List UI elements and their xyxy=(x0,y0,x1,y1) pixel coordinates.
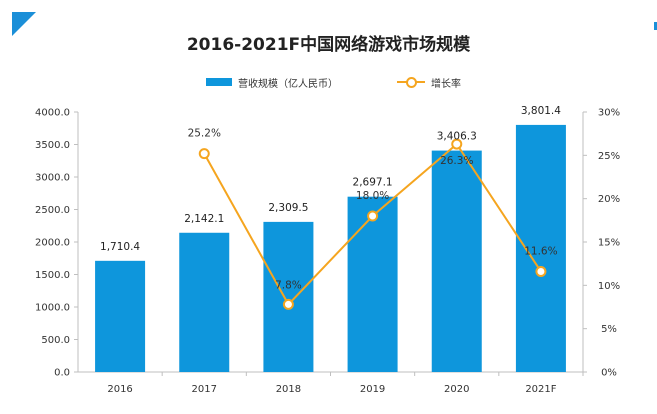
y-right-tick-label: 0% xyxy=(601,368,617,379)
y-left-tick-label: 2500.0 xyxy=(35,205,70,216)
x-tick-label: 2018 xyxy=(276,384,301,395)
growth-value-label: 11.6% xyxy=(524,245,557,257)
bar-value-label: 2,309.5 xyxy=(268,202,308,214)
legend-label-revenue: 营收规模（亿人民币） xyxy=(238,78,338,90)
bar-value-label: 3,801.4 xyxy=(521,105,561,117)
bar-2020 xyxy=(431,150,482,372)
bar-value-label: 3,406.3 xyxy=(437,131,477,143)
legend-item-revenue: 营收规模（亿人民币） xyxy=(206,75,338,90)
y-left-tick-label: 2000.0 xyxy=(35,238,70,249)
legend-item-growth: 增长率 xyxy=(397,75,461,90)
bar-2021F xyxy=(515,124,566,372)
y-left-tick-label: 3000.0 xyxy=(35,173,70,184)
growth-value-label: 18.0% xyxy=(356,190,389,202)
legend-line-swatch xyxy=(397,77,425,88)
growth-value-label: 7.8% xyxy=(275,279,302,291)
x-tick-label: 2019 xyxy=(360,384,385,395)
y-left-tick-label: 1000.0 xyxy=(35,303,70,314)
y-right-tick-label: 10% xyxy=(598,281,620,292)
y-right-tick-label: 30% xyxy=(598,108,620,119)
y-right-tick-label: 20% xyxy=(598,194,620,205)
x-tick-label: 2016 xyxy=(107,384,132,395)
legend: 营收规模（亿人民币） 增长率 xyxy=(0,75,657,90)
legend-bar-swatch xyxy=(206,78,232,86)
y-left-tick-label: 4000.0 xyxy=(35,108,70,119)
bar-value-label: 2,697.1 xyxy=(353,177,393,189)
y-right-tick-label: 5% xyxy=(601,324,617,335)
growth-point-2019 xyxy=(367,210,379,222)
growth-point-2021F xyxy=(535,265,547,277)
y-right-tick-label: 15% xyxy=(598,238,620,249)
chart-title: 2016-2021F中国网络游戏市场规模 xyxy=(186,35,471,55)
y-right-tick-label: 25% xyxy=(598,151,620,162)
y-left-tick-label: 1500.0 xyxy=(35,270,70,281)
x-tick-label: 2021F xyxy=(525,384,556,395)
bar-2018 xyxy=(263,221,314,372)
bar-2019 xyxy=(347,196,398,372)
growth-value-label: 26.3% xyxy=(440,155,473,167)
growth-value-label: 25.2% xyxy=(188,128,221,140)
x-tick-label: 2017 xyxy=(192,384,217,395)
y-left-tick-label: 500.0 xyxy=(41,335,70,346)
growth-point-2020 xyxy=(451,138,463,150)
growth-point-2017 xyxy=(198,148,210,160)
corner-accent-icon xyxy=(654,22,657,30)
bar-2016 xyxy=(95,260,146,372)
y-left-tick-label: 3500.0 xyxy=(35,140,70,151)
bar-value-label: 2,142.1 xyxy=(184,213,224,225)
x-tick-label: 2020 xyxy=(444,384,469,395)
corner-triangle-icon xyxy=(12,12,36,36)
legend-label-growth: 增长率 xyxy=(431,78,461,90)
y-left-tick-label: 0.0 xyxy=(54,368,70,379)
bar-value-label: 1,710.4 xyxy=(100,241,140,253)
bar-2017 xyxy=(179,232,230,372)
growth-point-2018 xyxy=(282,298,294,310)
